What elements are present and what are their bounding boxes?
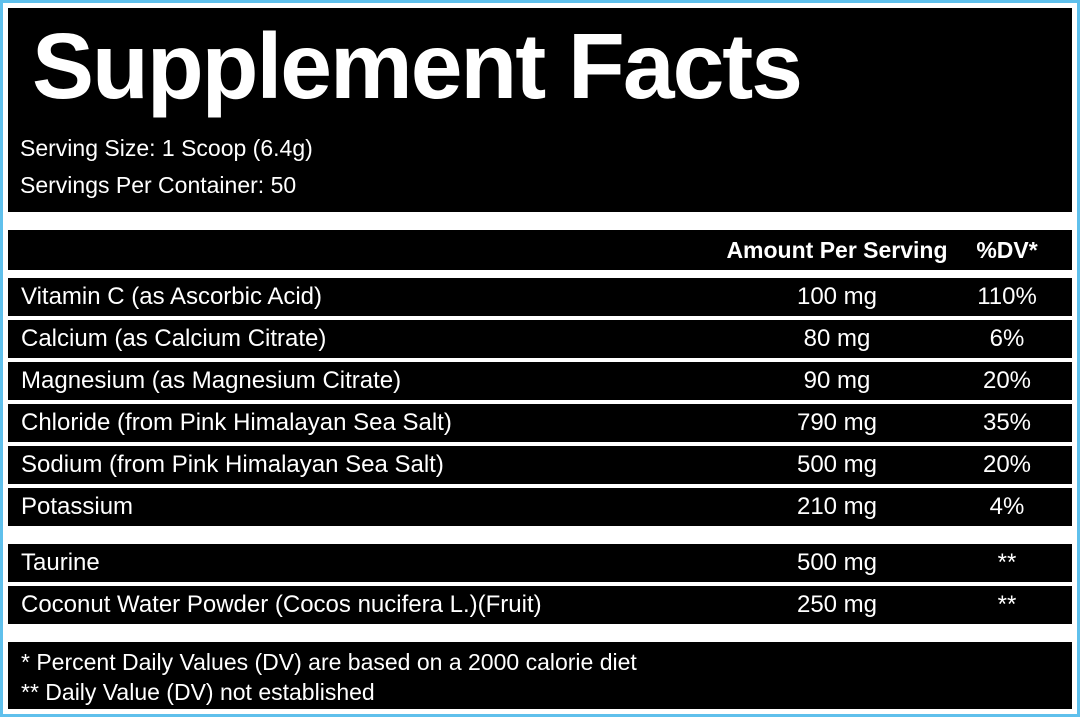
amount-per-serving-value: 100 mg [796,283,878,311]
amount-per-serving-value: 500 mg [796,451,878,479]
serving-size-text: Serving Size: 1 Scoop (6.4g) [20,135,313,162]
table-row: Magnesium (as Magnesium Citrate) 90 mg 20% [8,358,1072,400]
ingredient-name: Calcium (as Calcium Citrate) [21,325,327,353]
table-row: Chloride (from Pink Himalayan Sea Salt) 7… [8,400,1072,442]
supplement-facts-panel: Supplement Facts Serving Size: 1 Scoop (… [8,8,1072,709]
daily-value-percent: 110% [977,283,1037,311]
ingredient-table-section-1: Vitamin C (as Ascorbic Acid) 100 mg 110% Ca… [8,278,1072,526]
daily-value-percent: 6% [989,325,1025,353]
daily-value-percent: 35% [982,409,1032,437]
ingredient-name: Magnesium (as Magnesium Citrate) [21,367,402,395]
ingredient-name: Taurine [21,549,100,577]
footnote-dv-not-established: ** Daily Value (DV) not established [21,679,375,706]
daily-value-percent: 20% [982,367,1032,395]
footnote-percent-daily-values: * Percent Daily Values (DV) are based on… [21,649,637,676]
ingredient-name: Coconut Water Powder (Cocos nucifera L.)… [21,591,542,619]
amount-per-serving-value: 210 mg [796,493,878,521]
ingredient-table-section-2: Taurine 500 mg ** Coconut Water Powder (Coc… [8,544,1072,624]
amount-per-serving-value: 790 mg [796,409,878,437]
servings-per-container-text: Servings Per Container: 50 [20,172,297,199]
ingredient-name: Sodium (from Pink Himalayan Sea Salt) [21,451,444,479]
table-row: Potassium 210 mg 4% [8,484,1072,526]
amount-per-serving-value: 500 mg [796,549,878,577]
ingredient-name: Potassium [21,493,134,521]
table-row: Coconut Water Powder (Cocos nucifera L.)… [8,582,1072,624]
daily-value-percent: ** [997,549,1017,577]
section-divider-bar [8,624,1072,643]
table-row: Taurine 500 mg ** [8,544,1072,582]
page-title: Supplement Facts [32,14,803,118]
daily-value-percent: 20% [982,451,1032,479]
ingredient-name: Vitamin C (as Ascorbic Acid) [21,283,322,311]
column-header-amount-per-serving: Amount Per Serving [726,236,948,263]
table-row: Calcium (as Calcium Citrate) 80 mg 6% [8,316,1072,358]
column-header-percent-dv: %DV* [976,236,1038,263]
amount-per-serving-value: 250 mg [796,591,878,619]
amount-per-serving-value: 80 mg [803,325,871,353]
section-divider-bar [8,212,1072,231]
daily-value-percent: 4% [989,493,1025,521]
daily-value-percent: ** [997,591,1017,619]
section-divider-bar [8,526,1072,545]
amount-per-serving-value: 90 mg [803,367,871,395]
ingredient-name: Chloride (from Pink Himalayan Sea Salt) [21,409,452,437]
table-header-row: Amount Per Serving %DV* [8,230,1072,279]
table-row: Sodium (from Pink Himalayan Sea Salt) 500… [8,442,1072,484]
table-row: Vitamin C (as Ascorbic Acid) 100 mg 110% [8,278,1072,316]
footnotes-block: * Percent Daily Values (DV) are based on… [8,642,1072,709]
